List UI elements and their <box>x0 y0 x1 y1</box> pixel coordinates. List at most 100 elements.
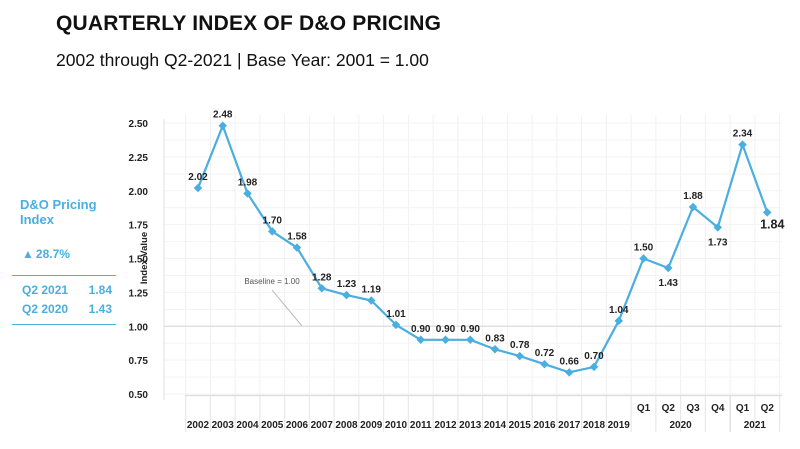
triangle-up-icon: ▲ <box>22 247 34 261</box>
chart-subtitle: 2002 through Q2-2021 | Base Year: 2001 =… <box>56 50 429 70</box>
x-tick-label: Q4 <box>711 403 725 414</box>
data-point <box>738 140 747 149</box>
data-point <box>391 320 401 330</box>
data-label: 0.90 <box>411 324 431 335</box>
row-label: Q2 2021 <box>22 283 69 297</box>
y-tick-label: 1.50 <box>129 255 149 266</box>
x-tick-label: 2018 <box>583 420 606 431</box>
data-point <box>664 263 673 273</box>
data-label: 0.83 <box>485 333 505 344</box>
grid-layer <box>164 115 782 430</box>
y-tick-label: 1.25 <box>129 288 149 299</box>
index-change: ▲ 28.7% <box>22 247 70 261</box>
x-tick-label: Q1 <box>637 403 651 414</box>
x-tick-label: 2006 <box>286 420 309 431</box>
data-label: 1.84 <box>760 217 784 231</box>
y-tick-label: 2.50 <box>129 119 149 130</box>
x-tick-label: 2003 <box>212 420 235 431</box>
summary-row: Q2 2021 1.84 <box>22 283 112 297</box>
data-point <box>342 290 351 300</box>
x-tick-label: 2012 <box>434 420 457 431</box>
data-point <box>490 345 500 354</box>
y-axis-title: Index Value <box>139 232 150 284</box>
x-tick-label: 2019 <box>608 420 631 431</box>
data-label: 1.01 <box>386 309 406 320</box>
chart-title: QUARTERLY INDEX OF D&O PRICING <box>56 12 442 35</box>
data-label: 1.58 <box>287 232 307 243</box>
data-label: 1.19 <box>362 285 382 296</box>
data-label: 2.34 <box>733 129 753 140</box>
data-label: 0.78 <box>510 340 530 351</box>
data-point <box>367 296 376 305</box>
data-point <box>589 362 599 372</box>
divider-bottom <box>12 324 116 325</box>
data-label: 0.90 <box>461 324 481 335</box>
x-tick-label: 2014 <box>484 420 507 431</box>
data-point <box>614 316 623 326</box>
x-tick-label: 2017 <box>558 420 581 431</box>
data-point <box>416 335 425 345</box>
change-value: 28.7% <box>35 247 70 261</box>
data-label: 1.73 <box>708 237 728 248</box>
x-group-label: 2020 <box>670 420 693 431</box>
data-point <box>466 335 475 345</box>
data-point <box>540 359 549 369</box>
data-point <box>441 335 450 345</box>
data-point <box>268 227 277 236</box>
data-point <box>317 284 326 293</box>
x-tick-label: 2009 <box>360 420 383 431</box>
y-tick-label: 1.75 <box>129 221 149 232</box>
data-label: 2.48 <box>213 110 233 121</box>
data-point <box>639 254 648 263</box>
x-tick-label: 2004 <box>236 420 259 431</box>
x-tick-label: 2010 <box>385 420 408 431</box>
x-tick-label: 2008 <box>335 420 358 431</box>
x-tick-label: 2002 <box>187 420 210 431</box>
data-point <box>243 189 252 198</box>
index-name: D&O Pricing Index <box>20 197 97 227</box>
baseline-annotation: Baseline = 1.00 <box>244 277 300 286</box>
x-tick-label: 2005 <box>261 420 284 431</box>
marks-layer: 2.02 2.48 1.98 1.70 1.58 1.28 1.23 1.19 1.01 0.90… <box>188 110 784 377</box>
data-label: 0.66 <box>560 356 580 367</box>
data-label: 0.70 <box>584 351 604 362</box>
row-value: 1.43 <box>88 302 112 316</box>
data-label: 1.28 <box>312 272 332 283</box>
data-label: 2.02 <box>188 172 208 183</box>
axes-layer: 2.50 2.25 2.00 1.75 1.50 1.25 1.00 0.75 0.50 Inde… <box>129 119 782 432</box>
x-tick-label: Q3 <box>686 403 700 414</box>
data-point <box>193 183 203 193</box>
x-tick-label: 2007 <box>311 420 334 431</box>
divider-top <box>12 275 116 276</box>
y-tick-label: 2.25 <box>129 153 149 164</box>
data-label: 1.04 <box>609 305 629 316</box>
x-tick-label: Q2 <box>662 403 676 414</box>
data-point <box>565 368 574 377</box>
data-label: 1.50 <box>634 243 654 254</box>
x-group-label: 2021 <box>744 420 767 431</box>
row-label: Q2 2020 <box>22 302 69 316</box>
y-tick-label: 2.00 <box>129 187 149 198</box>
x-tick-label: 2011 <box>410 420 432 431</box>
series-line <box>196 124 769 374</box>
data-label: 0.72 <box>535 348 555 359</box>
y-tick-label: 0.75 <box>129 356 149 367</box>
x-tick-label: Q2 <box>761 403 775 414</box>
data-label: 1.43 <box>659 278 679 289</box>
summary-row: Q2 2020 1.43 <box>22 302 112 316</box>
data-label: 1.88 <box>683 191 703 202</box>
x-tick-label: 2016 <box>533 420 556 431</box>
baseline-annotation-leader <box>271 289 303 327</box>
data-label: 0.90 <box>436 324 456 335</box>
data-point <box>292 243 302 252</box>
row-value: 1.84 <box>88 283 112 297</box>
data-label: 1.70 <box>263 215 283 226</box>
data-label: 1.98 <box>238 177 258 188</box>
x-tick-label: Q1 <box>736 403 750 414</box>
y-tick-label: 1.00 <box>129 322 149 333</box>
data-point <box>763 208 772 217</box>
x-tick-label: 2015 <box>509 420 532 431</box>
data-point <box>515 351 524 361</box>
y-tick-label: 0.50 <box>129 390 149 401</box>
